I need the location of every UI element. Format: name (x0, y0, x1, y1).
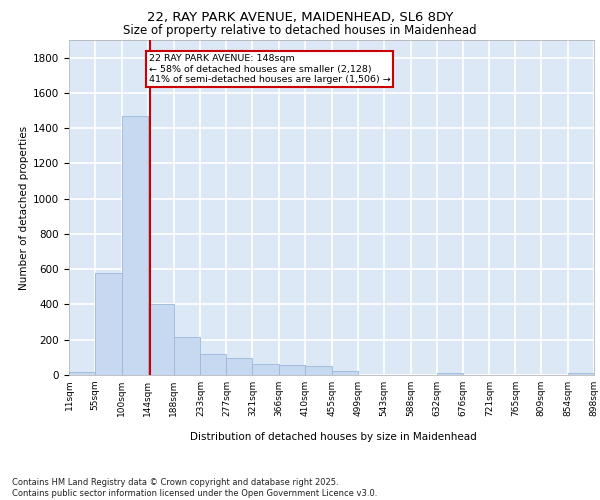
Bar (332, 372, 358, 375)
Text: Contains HM Land Registry data © Crown copyright and database right 2025.
Contai: Contains HM Land Registry data © Crown c… (12, 478, 377, 498)
Text: 22 RAY PARK AVENUE: 148sqm
← 58% of detached houses are smaller (2,128)
41% of s: 22 RAY PARK AVENUE: 148sqm ← 58% of deta… (149, 54, 391, 84)
Bar (148, 304, 174, 375)
Text: 22, RAY PARK AVENUE, MAIDENHEAD, SL6 8DY: 22, RAY PARK AVENUE, MAIDENHEAD, SL6 8DY (147, 12, 453, 24)
Bar (200, 354, 226, 375)
Y-axis label: Number of detached properties: Number of detached properties (19, 126, 29, 290)
Bar (226, 358, 253, 375)
Bar (69, 372, 95, 375)
Bar (95, 272, 122, 375)
Bar (437, 373, 463, 375)
Bar (122, 116, 148, 375)
Text: Size of property relative to detached houses in Maidenhead: Size of property relative to detached ho… (123, 24, 477, 37)
Text: Distribution of detached houses by size in Maidenhead: Distribution of detached houses by size … (190, 432, 476, 442)
Bar (174, 337, 200, 375)
Bar (305, 366, 332, 375)
Bar (253, 364, 279, 375)
Bar (568, 373, 594, 375)
Bar (279, 366, 305, 375)
